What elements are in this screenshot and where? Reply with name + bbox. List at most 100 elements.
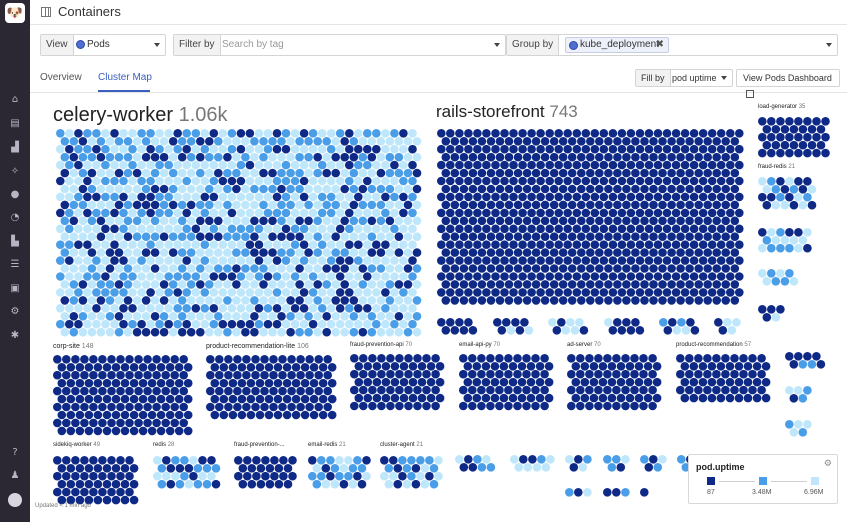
pod-dot[interactable] [69,312,79,321]
pod-dot[interactable] [218,272,228,281]
pod-dot[interactable] [105,296,115,305]
pod-dot[interactable] [354,144,363,154]
pod-dot[interactable] [317,224,327,234]
pod-dot[interactable] [450,152,460,162]
pod-dot[interactable] [252,456,261,465]
pod-dot[interactable] [101,192,110,202]
pod-dot[interactable] [721,232,730,241]
pod-dot[interactable] [74,240,83,249]
pod-dot[interactable] [74,160,83,170]
pod-dot[interactable] [577,296,586,305]
pod-dot[interactable] [69,232,79,241]
pod-dot[interactable] [450,296,460,305]
pod-dot[interactable] [563,288,572,297]
pod-dot[interactable] [168,312,178,321]
pod-dot[interactable] [128,129,137,138]
pod-dot[interactable] [390,144,399,154]
pod-dot[interactable] [785,420,794,429]
pod-dot[interactable] [322,248,332,257]
pod-dot[interactable] [281,256,291,265]
pod-dot[interactable] [75,464,85,473]
pod-dot[interactable] [241,216,250,226]
pod-dot[interactable] [304,216,313,226]
pod-dot[interactable] [290,224,300,234]
pod-dot[interactable] [354,393,364,403]
pod-dot[interactable] [246,410,256,420]
pod-dot[interactable] [735,224,744,234]
pod-dot[interactable] [667,296,676,305]
pod-dot[interactable] [613,318,622,327]
pod-dot[interactable] [358,216,368,226]
pod-dot[interactable] [613,216,622,226]
pod-dot[interactable] [170,402,179,412]
pod-dot[interactable] [241,264,250,273]
pod-dot[interactable] [694,152,703,162]
pod-dot[interactable] [200,144,210,154]
pod-dot[interactable] [363,393,373,403]
pod-dot[interactable] [694,168,703,178]
pod-dot[interactable] [227,319,237,329]
pod-dot[interactable] [477,296,487,305]
pod-dot[interactable] [785,352,794,361]
pod-dot[interactable] [437,208,446,218]
pod-dot[interactable] [227,304,237,313]
security-icon[interactable]: ⚙ [10,306,20,317]
pod-dot[interactable] [326,256,336,265]
pod-dot[interactable] [803,117,812,126]
pod-dot[interactable] [156,410,166,420]
pod-dot[interactable] [372,144,381,154]
pod-dot[interactable] [519,455,528,464]
pod-dot[interactable] [581,160,591,170]
pod-dot[interactable] [66,378,76,388]
pod-dot[interactable] [241,152,250,162]
pod-dot[interactable] [694,232,703,241]
pod-dot[interactable] [236,144,246,154]
pod-dot[interactable] [296,370,305,380]
pod-dot[interactable] [408,319,417,329]
pod-dot[interactable] [317,160,327,170]
pod-dot[interactable] [500,192,509,202]
pod-dot[interactable] [698,129,708,138]
pod-dot[interactable] [712,248,721,257]
pod-dot[interactable] [101,272,110,281]
pod-dot[interactable] [322,264,332,273]
pod-dot[interactable] [390,240,399,249]
pod-dot[interactable] [196,264,205,273]
pod-dot[interactable] [504,232,514,241]
pod-dot[interactable] [762,236,772,245]
pod-dot[interactable] [528,455,537,464]
pod-dot[interactable] [368,354,377,363]
pod-dot[interactable] [726,272,735,281]
pod-dot[interactable] [735,192,744,202]
pod-dot[interactable] [757,385,766,395]
pod-dot[interactable] [803,192,812,202]
pod-dot[interactable] [179,402,188,412]
pod-dot[interactable] [89,471,98,481]
pod-dot[interactable] [537,455,546,464]
pod-dot[interactable] [761,377,771,387]
pod-dot[interactable] [577,200,586,210]
pod-dot[interactable] [286,248,295,257]
pod-dot[interactable] [255,394,265,404]
pod-dot[interactable] [272,288,282,297]
pod-dot[interactable] [65,288,74,297]
pod-dot[interactable] [155,208,164,218]
pod-dot[interactable] [767,192,776,202]
pod-dot[interactable] [223,248,232,257]
fill-by-select[interactable]: Fill by pod uptime [635,69,733,87]
pod-dot[interactable] [313,296,323,305]
pod-dot[interactable] [758,177,767,186]
pod-dot[interactable] [575,318,584,327]
pod-dot[interactable] [205,168,214,178]
pod-dot[interactable] [531,152,541,162]
pod-dot[interactable] [563,144,572,154]
pod-dot[interactable] [80,456,89,465]
pod-dot[interactable] [554,256,563,265]
pod-dot[interactable] [531,184,541,194]
pod-dot[interactable] [399,144,408,154]
pod-dot[interactable] [354,288,363,297]
pod-dot[interactable] [254,304,264,313]
pod-dot[interactable] [101,288,110,297]
pod-dot[interactable] [403,280,413,289]
pod-dot[interactable] [335,288,345,297]
